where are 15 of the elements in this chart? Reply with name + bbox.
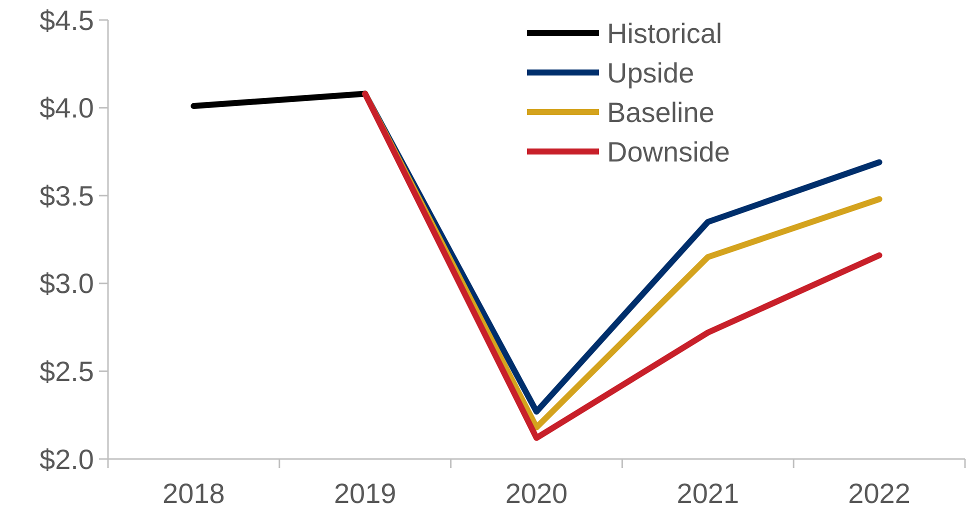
y-tick-label: $4.5 xyxy=(40,4,94,36)
x-tick-label: 2021 xyxy=(676,478,740,509)
legend-label: Baseline xyxy=(607,96,714,128)
x-tick-label: 2019 xyxy=(334,478,396,509)
x-tick-label: 2020 xyxy=(505,478,568,509)
legend-label: Downside xyxy=(607,136,730,168)
x-tick-label: 2022 xyxy=(848,478,910,509)
y-tick-label: $3.0 xyxy=(40,268,94,300)
legend-label: Upside xyxy=(607,57,694,88)
y-tick-label: $2.0 xyxy=(40,444,94,475)
y-tick-label: $2.5 xyxy=(40,356,94,387)
y-tick-label: $4.0 xyxy=(40,92,94,124)
legend-label: Historical xyxy=(607,18,722,49)
x-tick-label: 2018 xyxy=(162,478,225,509)
y-tick-label: $3.5 xyxy=(40,180,94,212)
